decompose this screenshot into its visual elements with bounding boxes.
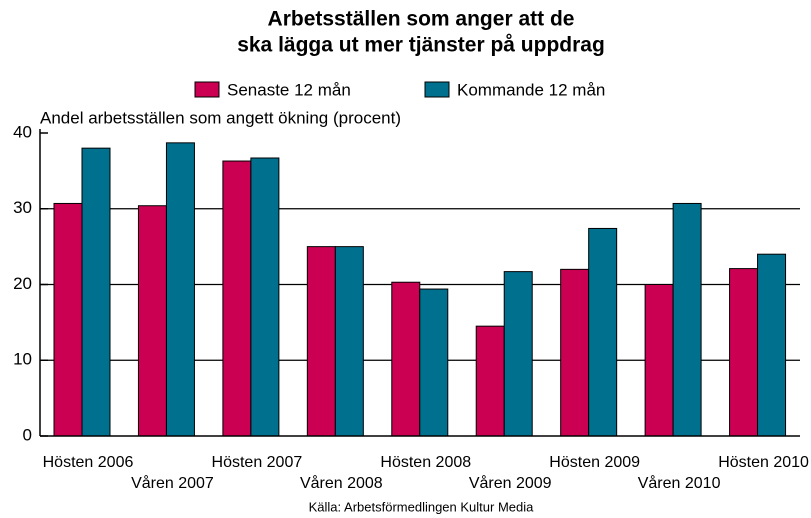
bar <box>165 142 195 437</box>
x-tick-label: Hösten 2010 <box>718 454 809 471</box>
source: Källa: Arbetsförmedlingen Kultur Media <box>309 499 535 514</box>
bar <box>644 284 674 437</box>
bar <box>475 325 505 437</box>
y-tick-label: 0 <box>23 425 32 444</box>
y-axis-label: Andel arbetsställen som angett ökning (p… <box>40 108 401 127</box>
x-tick-label: Hösten 2006 <box>43 454 134 471</box>
x-tick-label: Våren 2010 <box>638 474 721 492</box>
y-tick-label: 10 <box>13 350 32 369</box>
bar <box>672 202 702 437</box>
x-tick-label: Våren 2008 <box>300 474 383 492</box>
x-tick-label: Hösten 2009 <box>549 454 640 471</box>
bar <box>306 246 336 437</box>
bar <box>588 227 618 437</box>
legend-label: Senaste 12 mån <box>227 80 351 99</box>
legend-swatch <box>424 81 450 98</box>
y-tick-label: 30 <box>13 198 32 217</box>
bar <box>419 288 449 437</box>
chart-title: ska lägga ut mer tjänster på uppdrag <box>237 34 605 57</box>
bar <box>391 281 421 437</box>
bar <box>137 205 167 437</box>
x-tick-label: Hösten 2008 <box>380 454 471 471</box>
bar <box>560 268 590 437</box>
x-tick-label: Våren 2009 <box>469 474 552 492</box>
bar <box>222 160 252 437</box>
y-tick-label: 40 <box>13 122 32 141</box>
x-tick-label: Hösten 2007 <box>212 454 303 471</box>
bar <box>334 246 364 437</box>
x-tick-label: Våren 2007 <box>131 474 214 492</box>
y-tick-label: 20 <box>13 274 32 293</box>
bar <box>250 157 280 437</box>
bar <box>757 253 787 437</box>
bar <box>503 271 533 437</box>
legend-swatch <box>194 81 220 98</box>
bar <box>81 147 111 437</box>
chart-title: Arbetsställen som anger att de <box>268 8 575 31</box>
bar <box>729 268 759 437</box>
bar <box>53 202 83 437</box>
legend-label: Kommande 12 mån <box>457 80 605 99</box>
